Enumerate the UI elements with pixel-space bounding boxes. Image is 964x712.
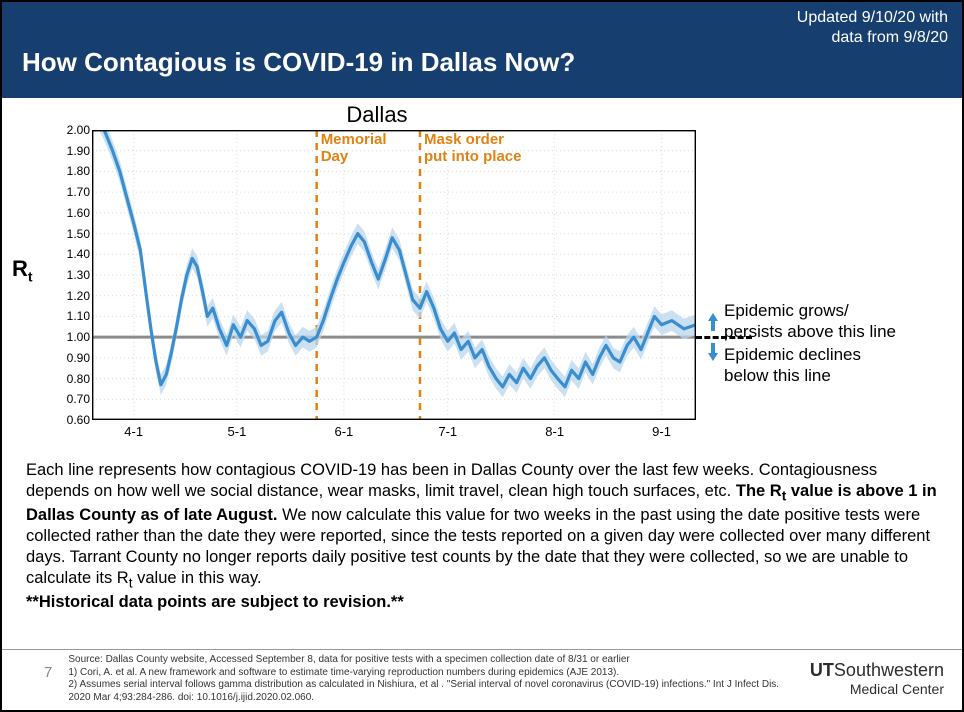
y-tick-label: 1.00 xyxy=(67,330,90,344)
y-tick-label: 2.00 xyxy=(67,123,90,137)
x-tick-label: 9-1 xyxy=(652,424,671,439)
source-line: 2) Assumes serial interval follows gamma… xyxy=(68,679,800,704)
chart-area: Dallas Rt 0.600.700.800.901.001.101.201.… xyxy=(2,106,962,446)
arrow-up-icon xyxy=(706,311,720,333)
x-tick-label: 7-1 xyxy=(438,424,457,439)
y-tick-label: 0.70 xyxy=(67,392,90,406)
page-title: How Contagious is COVID-19 in Dallas Now… xyxy=(22,47,575,84)
y-tick-label: 1.60 xyxy=(67,206,90,220)
x-tick-label: 8-1 xyxy=(545,424,564,439)
x-tick-label: 4-1 xyxy=(124,424,143,439)
source-line: 1) Cori, A. et al. A new framework and s… xyxy=(68,667,800,680)
y-axis-label: Rt xyxy=(12,256,33,284)
y-tick-label: 1.20 xyxy=(67,289,90,303)
source-citations: Source: Dallas County website, Accessed … xyxy=(68,654,800,704)
arrow-down-icon xyxy=(706,341,720,363)
update-line-2: data from 9/8/20 xyxy=(797,28,948,48)
logo-southwestern: Southwestern xyxy=(834,660,944,680)
x-ticks: 4-1 5-1 6-1 7-1 8-1 9-1 xyxy=(92,422,696,442)
x-tick-label: 6-1 xyxy=(334,424,353,439)
y-axis-label-main: R xyxy=(12,256,28,281)
y-tick-label: 1.80 xyxy=(67,164,90,178)
page-number: 7 xyxy=(14,654,58,681)
y-tick-label: 1.50 xyxy=(67,227,90,241)
update-line-1: Updated 9/10/20 with xyxy=(797,8,948,28)
y-tick-label: 1.90 xyxy=(67,144,90,158)
event-annotation: Mask orderput into place xyxy=(424,132,522,165)
note-declines: Epidemic declines below this line xyxy=(724,345,861,386)
y-tick-label: 0.90 xyxy=(67,351,90,365)
logo-subtitle: Medical Center xyxy=(810,681,944,697)
footer: 7 Source: Dallas County website, Accesse… xyxy=(2,649,962,704)
update-note: Updated 9/10/20 with data from 9/8/20 xyxy=(797,8,948,48)
y-tick-label: 1.30 xyxy=(67,268,90,282)
right-annotations: Epidemic grows/ persists above this line… xyxy=(706,130,950,420)
header-bar: How Contagious is COVID-19 in Dallas Now… xyxy=(2,2,962,98)
x-tick-label: 5-1 xyxy=(228,424,247,439)
chart-title: Dallas xyxy=(2,102,752,128)
description-block: Each line represents how contagious COVI… xyxy=(2,446,962,617)
y-axis-label-sub: t xyxy=(28,268,33,284)
event-annotation: MemorialDay xyxy=(321,132,387,165)
y-tick-label: 1.40 xyxy=(67,247,90,261)
y-tick-label: 0.80 xyxy=(67,372,90,386)
logo-ut: UT xyxy=(810,660,834,680)
desc-bold2: **Historical data points are subject to … xyxy=(26,593,404,611)
y-tick-label: 1.10 xyxy=(67,309,90,323)
y-ticks: 0.600.700.800.901.001.101.201.301.401.50… xyxy=(54,130,90,420)
y-tick-label: 1.70 xyxy=(67,185,90,199)
org-logo: UTSouthwestern Medical Center xyxy=(810,654,950,697)
source-line: Source: Dallas County website, Accessed … xyxy=(68,654,800,667)
reference-dashed-extension xyxy=(696,336,752,339)
plot: MemorialDay Mask orderput into place xyxy=(92,130,696,420)
chart-svg xyxy=(92,130,696,420)
y-tick-label: 0.60 xyxy=(67,413,90,427)
